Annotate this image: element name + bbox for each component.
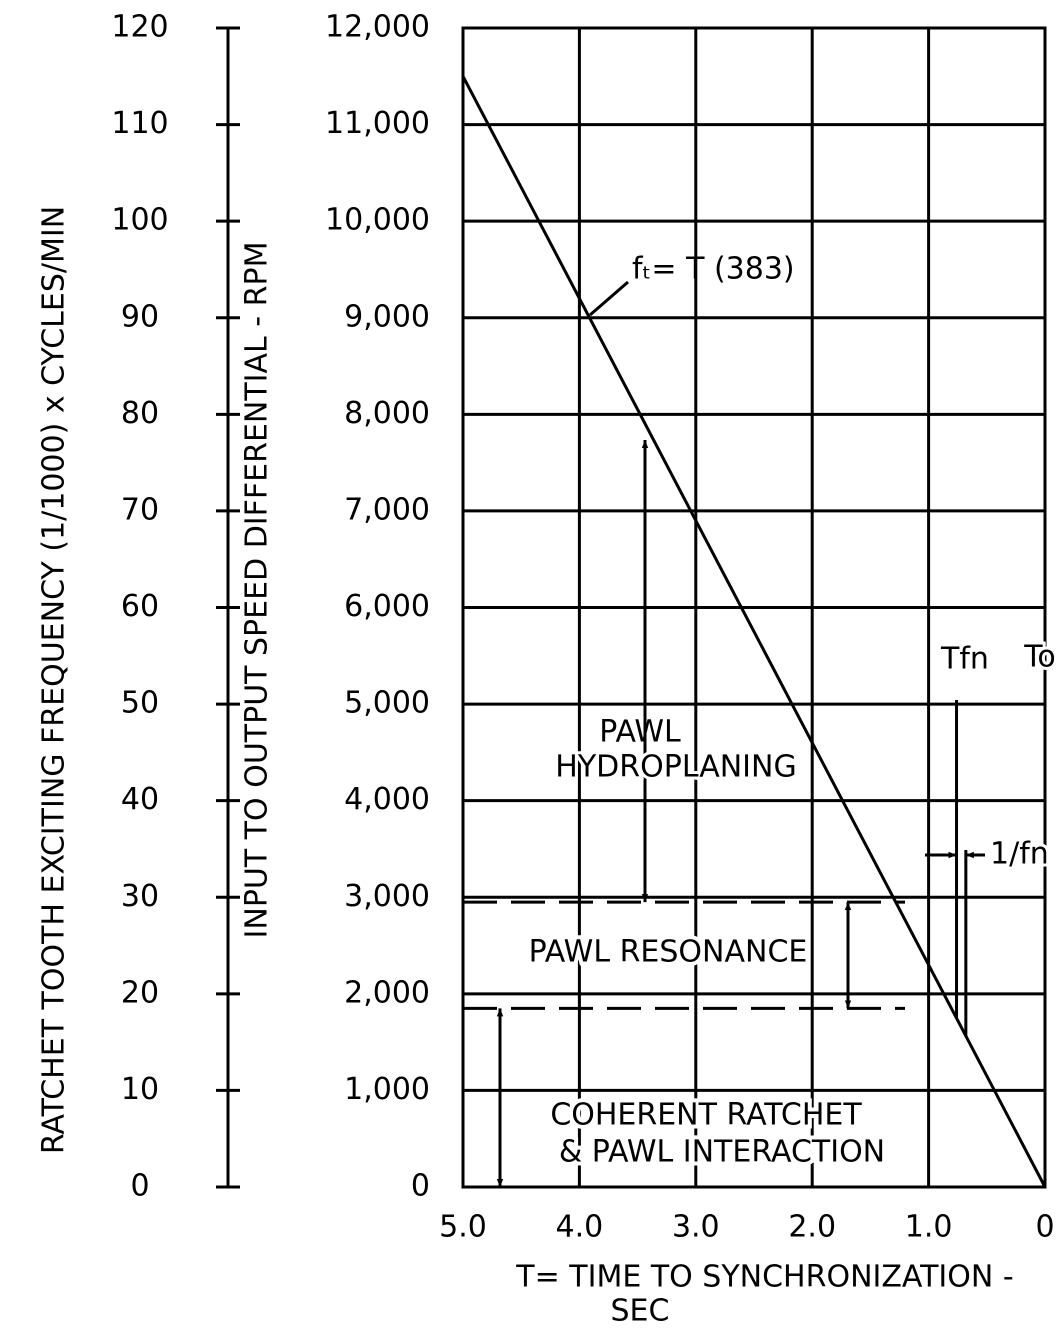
annotation: Tfn [940,642,989,677]
y2-tick-label: 70 [121,492,159,527]
y-tick-label: 10,000 [325,203,430,238]
y-tick-label: 8,000 [344,396,430,431]
y2-tick-label: 100 [111,203,168,238]
leader [589,280,629,317]
x-tick-label: 4.0 [556,1210,604,1245]
plot-frame [461,26,1047,1189]
y-axis-title: INPUT TO OUTPUT SPEED DIFFERENTIAL - RPM [240,242,275,939]
y2-tick-label: 120 [111,10,168,45]
y-tick-label: 1,000 [344,1072,430,1107]
data-line [461,75,1047,1188]
y-tick-label: 2,000 [344,975,430,1010]
y-tick-label: 5,000 [344,686,430,721]
x-tick-label: 2.0 [788,1210,836,1245]
y2-tick-label: 80 [121,396,159,431]
y2-tick-label: 90 [121,299,159,334]
y2-axis-title: RATCHET TOOTH EXCITING FREQUENCY (1/1000… [37,206,72,1154]
y-tick-label: 9,000 [344,299,430,334]
y-tick-label: 6,000 [344,589,430,624]
y-tick-label: 3,000 [344,879,430,914]
y2-tick-label: 60 [121,589,159,624]
x-tick-label: 5.0 [439,1210,487,1245]
y2-tick-label: 40 [121,782,159,817]
x-tick-label: 1.0 [905,1210,953,1245]
annotation: COHERENT RATCHET [550,1098,862,1133]
annotation: 1/fn [990,837,1049,872]
x-tick-label: 0 [1035,1210,1054,1245]
annotation: PAWL RESONANCE [529,935,808,970]
annotation: HYDROPLANING [555,750,796,785]
x-axis-title: T= TIME TO SYNCHRONIZATION - [515,1260,1013,1295]
y-tick-label: 7,000 [344,492,430,527]
y2-tick-label: 30 [121,879,159,914]
y2-tick-label: 10 [121,1072,159,1107]
line-label: fₜ= T (383) [632,252,795,287]
y-tick-label: 12,000 [325,10,430,45]
x-axis-title: SEC [611,1294,670,1329]
annotation: PAWL [599,715,681,750]
y-tick-label: 0 [411,1169,430,1204]
y-tick-label: 11,000 [325,106,430,141]
annotation: & PAWL INTERACTION [559,1135,885,1170]
y-tick-label: 4,000 [344,782,430,817]
y2-tick-label: 50 [121,686,159,721]
y2-tick-label: 20 [121,975,159,1010]
y2-tick-label: 110 [111,106,168,141]
x-tick-label: 3.0 [672,1210,720,1245]
y2-tick-label: 0 [130,1169,149,1204]
annotation: To [1023,640,1056,675]
